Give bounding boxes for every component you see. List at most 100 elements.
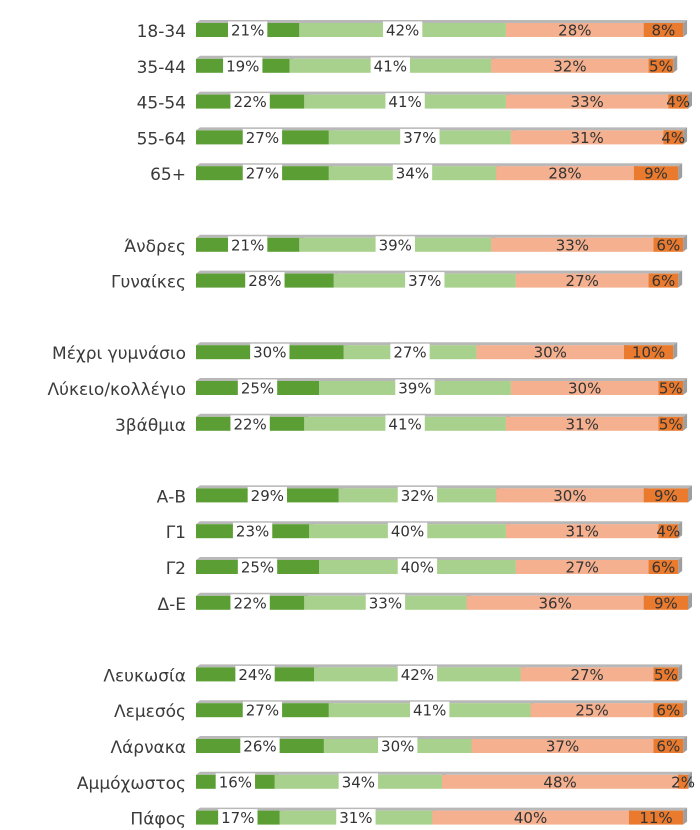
bar-segment [505,94,669,109]
bar-side [678,163,683,181]
category-label: 3βάθμια [115,416,186,436]
value-label: 6% [652,272,676,290]
category-label: Δ-Ε [157,595,186,615]
value-label: 27% [246,165,279,183]
bar-top [510,378,663,381]
bar-top [653,664,683,668]
value-label: 31% [339,809,372,827]
category-label: Γ2 [166,559,186,579]
label-background [336,809,376,828]
bar-side [683,413,688,431]
value-label: 31% [566,523,599,541]
label-background [215,773,256,792]
bar-segment [515,273,649,288]
value-label: 9% [654,487,678,505]
bar-segment [530,703,654,718]
value-label: 9% [644,165,668,183]
label-background [230,594,270,613]
label-background [245,272,285,291]
value-label: 36% [538,594,571,612]
category-label: Μέχρι γυμνάσιο [52,344,186,364]
value-label: 25% [241,559,274,577]
value-label: 10% [632,344,665,362]
value-label: 40% [514,809,547,827]
bar-top [653,700,688,704]
bar-side [683,378,688,395]
value-label: 37% [403,129,436,147]
value-label: 40% [401,559,434,577]
bar-top [510,127,668,131]
bar-top [466,592,648,596]
label-background [230,93,270,112]
label-background [378,737,418,756]
value-label: 27% [566,559,599,577]
value-label: 42% [386,22,419,40]
bar-top [643,485,692,489]
value-label: 34% [396,165,429,183]
value-label: 28% [558,22,591,40]
bar-segment [633,166,679,181]
value-label: 41% [388,415,421,433]
value-label: 28% [248,272,281,290]
value-label: 27% [566,272,599,290]
bar-top [653,736,688,739]
value-label: 42% [401,666,434,684]
label-background [385,93,425,112]
value-label: 41% [413,702,446,720]
bar-segment [658,416,684,431]
label-background [230,415,270,434]
label-background [242,128,283,147]
value-label: 22% [233,594,266,612]
label-background [385,415,425,434]
value-label: 5% [659,415,683,433]
bar-segment [648,273,679,288]
value-label: 4% [661,129,685,147]
bar-top [520,664,658,668]
label-background [397,486,438,505]
value-label: 37% [546,738,579,756]
bar-segment [643,23,684,37]
label-background [410,701,450,720]
bar-side [678,270,683,288]
bar-top [515,270,653,274]
label-background [370,57,411,76]
bar-side [688,592,692,610]
bar-segment [432,810,629,825]
value-label: 41% [388,93,421,111]
value-label: 11% [639,809,672,827]
bar-segment [496,488,644,503]
label-background [242,701,283,720]
bar-side [683,234,688,252]
category-label: Άνδρες [124,237,186,257]
value-label: 30% [534,344,567,362]
bar-top [496,485,648,489]
bar-segment [678,774,688,789]
bar-segment [471,739,654,753]
value-label: 5% [654,666,678,684]
label-background [223,57,263,76]
value-label: 30% [381,738,414,756]
value-label: 39% [398,380,431,398]
label-background [227,236,268,255]
value-label: 27% [570,666,603,684]
bar-side [673,55,678,73]
bar-top [289,55,496,59]
bar-segment [653,237,684,252]
bar-top [668,91,692,95]
value-label: 16% [219,773,252,791]
bar-side [673,342,678,360]
label-background [382,21,423,40]
category-label: Γ1 [166,523,186,543]
bar-top [658,413,688,417]
value-label: 30% [253,344,286,362]
bar-segment [520,667,654,682]
bar-top [476,342,629,346]
bar-segment [653,703,684,718]
value-label: 6% [656,738,680,756]
value-label: 25% [241,380,274,398]
bar-top [648,55,678,59]
bar-side [683,20,688,37]
label-background [338,773,379,792]
label-background [247,486,288,505]
